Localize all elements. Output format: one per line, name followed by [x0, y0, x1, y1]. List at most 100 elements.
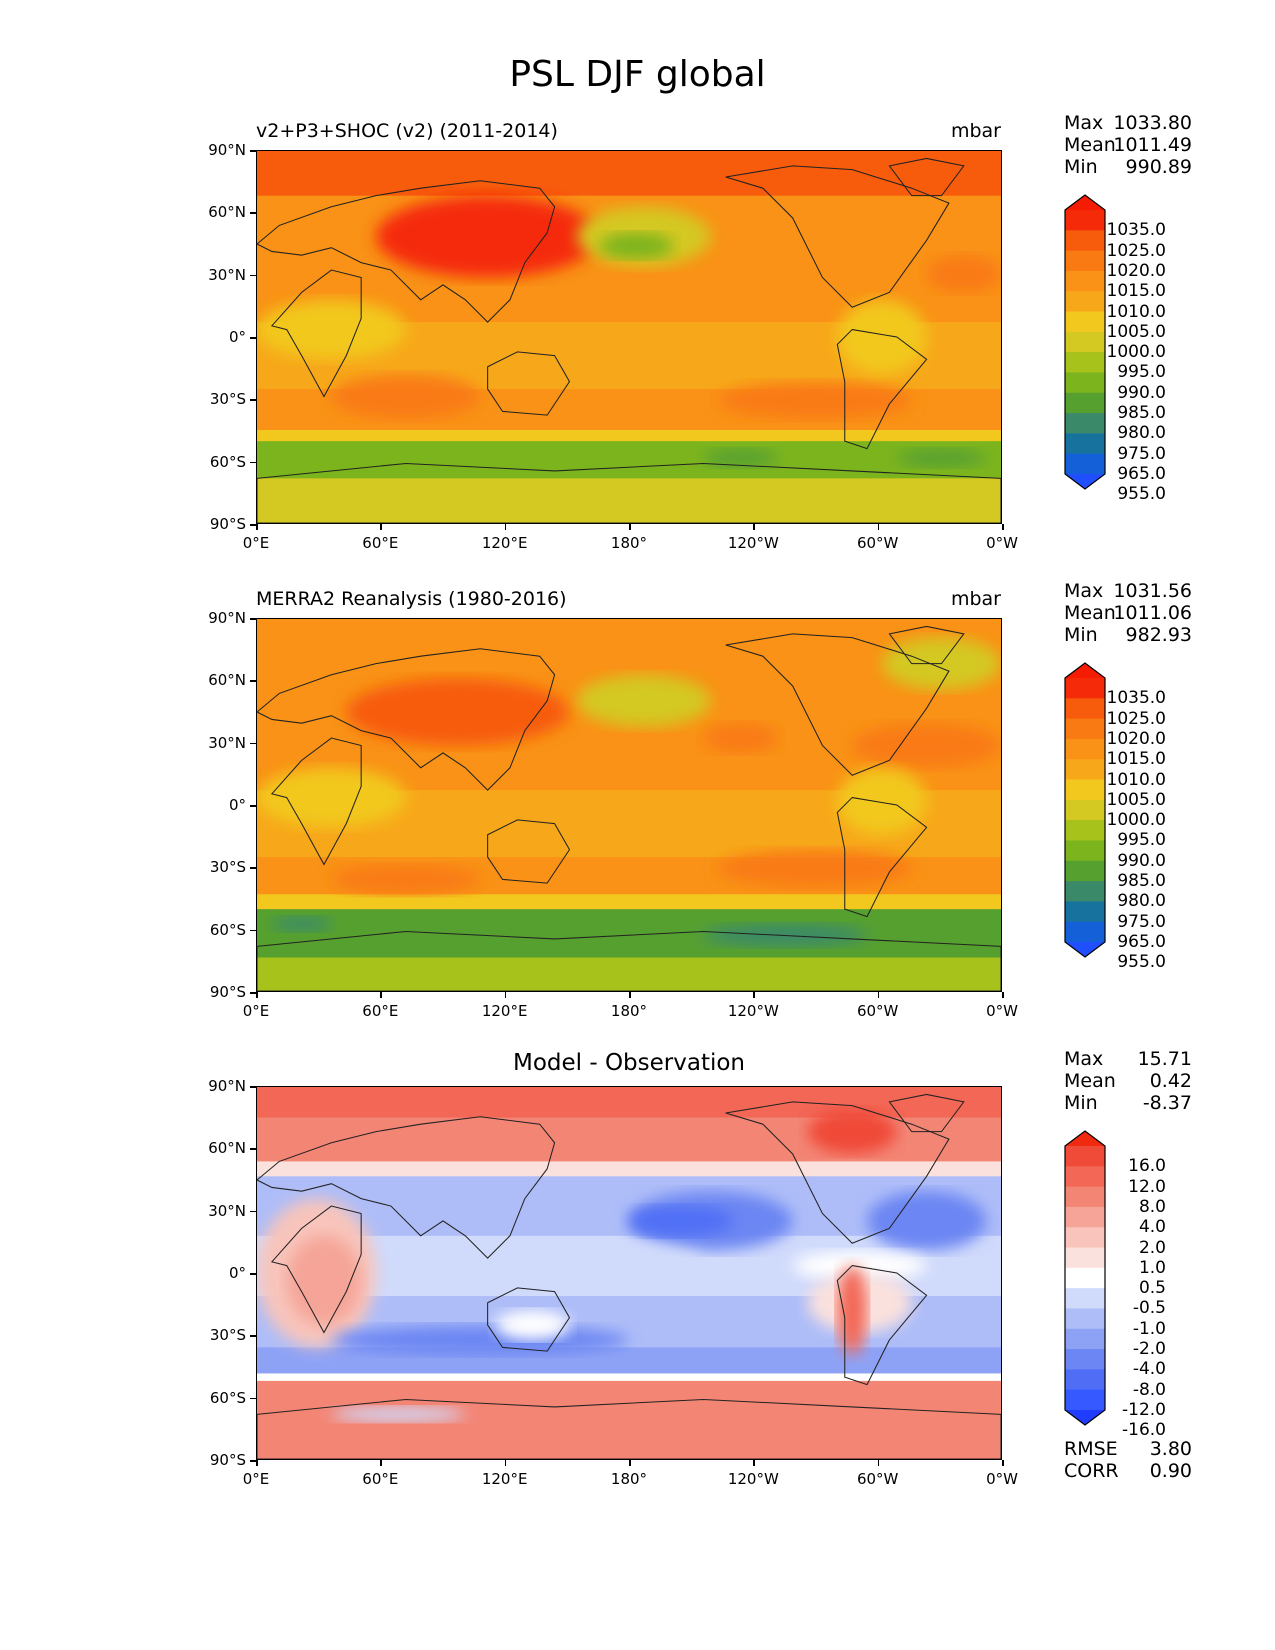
colorbar-segment [1065, 331, 1105, 353]
coastline [270, 1205, 362, 1334]
colorbar-segment [1065, 1369, 1105, 1391]
colorbar-tick-label: -12.0 [1122, 1400, 1166, 1420]
colorbar-segment [1065, 840, 1105, 862]
lat-tick-label: 90°S [209, 1451, 246, 1469]
field-contour [331, 1325, 629, 1355]
colorbar-tick-label: 985.0 [1117, 871, 1166, 892]
colorbar-segment [1065, 453, 1105, 475]
stat-label: Min [1064, 624, 1098, 646]
lon-tick-label: 60°E [362, 1470, 399, 1488]
lon-tick-label: 0°W [986, 534, 1018, 552]
colorbar-segment [1065, 392, 1105, 414]
lat-tick [250, 1210, 256, 1213]
coastline [257, 1398, 1001, 1459]
colorbar-segment [1065, 799, 1105, 821]
colorbar-segment [1065, 250, 1105, 272]
colorbar-segment [1065, 291, 1105, 313]
lat-tick [250, 150, 256, 152]
lat-tick [250, 618, 256, 620]
lon-tick [380, 1460, 382, 1466]
field-contour [331, 864, 481, 895]
colorbar-tick-label: 975.0 [1117, 911, 1166, 932]
lat-tick [250, 212, 256, 214]
lat-tick-label: 30°S [209, 1326, 246, 1345]
colorbar-tick-label: 1000.0 [1106, 810, 1166, 831]
lon-tick-label: 180° [610, 1002, 648, 1020]
colorbar-segment [1065, 1146, 1105, 1167]
lat-tick-label: 30°N [208, 1201, 246, 1220]
stat-max: Max 1033.80 [1064, 112, 1192, 134]
coastline [257, 462, 1001, 523]
field-contour [331, 374, 481, 419]
field-contour [257, 909, 1001, 959]
colorbar-tick-label: 1010.0 [1106, 301, 1166, 322]
coastline [257, 1116, 556, 1259]
colorbar-tick-label: 955.0 [1117, 952, 1166, 973]
lon-tick-label: 180° [610, 1470, 648, 1488]
lat-tick-label: 90°N [208, 1077, 246, 1095]
stat-label: Max [1064, 1048, 1104, 1070]
colorbar-tick-label: 955.0 [1117, 484, 1166, 505]
field-contour [837, 767, 927, 835]
lon-tick-label: 120°E [481, 534, 528, 552]
lon-tick [1002, 524, 1004, 530]
lat-tick [250, 1335, 256, 1337]
stat-label: Min [1064, 156, 1098, 178]
lat-tick-label: 60°S [209, 1388, 246, 1407]
colorbar-tick-label: 8.0 [1138, 1196, 1166, 1217]
field-contour [837, 1265, 868, 1355]
lat-tick-label: 0° [228, 796, 246, 814]
coastline [888, 157, 965, 197]
lat-tick [250, 337, 256, 339]
lat-tick [250, 274, 256, 277]
lon-tick [877, 524, 880, 530]
lat-tick-label: 30°N [208, 265, 246, 284]
lon-tick [629, 992, 631, 998]
map-field [256, 618, 1002, 992]
colorbar-segment [1065, 1328, 1105, 1350]
stat-mean: Mean 0.42 [1064, 1070, 1192, 1092]
lon-tick [256, 1460, 258, 1466]
panel-units: mbar [950, 588, 1001, 610]
lon-tick-label: 180° [610, 534, 648, 552]
lon-tick [753, 1460, 755, 1466]
lon-tick [629, 1460, 631, 1466]
colorbar-tick-label: 1015.0 [1106, 281, 1166, 302]
lat-tick-label: 30°N [208, 733, 246, 752]
colorbar-tick-label: 1010.0 [1106, 769, 1166, 790]
stat-mean: Mean 1011.49 [1064, 134, 1192, 156]
lat-tick [250, 461, 256, 464]
coastline [270, 737, 362, 866]
stat-max: Max 15.71 [1064, 1048, 1192, 1070]
coastline [487, 1287, 571, 1352]
lon-tick-label: 60°E [362, 534, 399, 552]
coastline [257, 180, 556, 323]
lat-tick [250, 992, 256, 994]
colorbar-segment [1065, 311, 1105, 333]
stat-value: 0.90 [1149, 1460, 1192, 1482]
lon-tick-label: 0°E [242, 534, 270, 552]
stat-max: Max 1031.56 [1064, 580, 1192, 602]
lon-tick-label: 120°W [727, 1002, 779, 1020]
stat-label: Max [1064, 580, 1104, 602]
colorbar-tick-label: -2.0 [1132, 1339, 1166, 1360]
colorbar-tick-label: 2.0 [1138, 1237, 1166, 1258]
field-contour [867, 1191, 987, 1251]
lon-tick-label: 60°W [856, 1470, 899, 1488]
colorbar-segment [1065, 738, 1105, 760]
colorbar-tick-label: 990.0 [1117, 382, 1166, 403]
lat-tick [250, 524, 256, 526]
coastline [836, 797, 928, 918]
stat-min: Min -8.37 [1064, 1092, 1192, 1114]
colorbar-segment [1065, 413, 1105, 434]
field-contour [837, 299, 927, 375]
colorbar [1064, 1130, 1106, 1426]
lat-tick-label: 60°N [208, 1139, 246, 1158]
stats-box: Max 1031.56 Mean 1011.06 Min 982.93 [1064, 580, 1192, 646]
colorbar-segment [1065, 230, 1105, 252]
stat-label: Mean [1064, 134, 1116, 156]
colorbar-tick-label: 1000.0 [1106, 342, 1166, 363]
lat-tick-label: 60°S [209, 452, 246, 471]
colorbar-tick-label: 990.0 [1117, 850, 1166, 871]
coastline [725, 633, 950, 776]
